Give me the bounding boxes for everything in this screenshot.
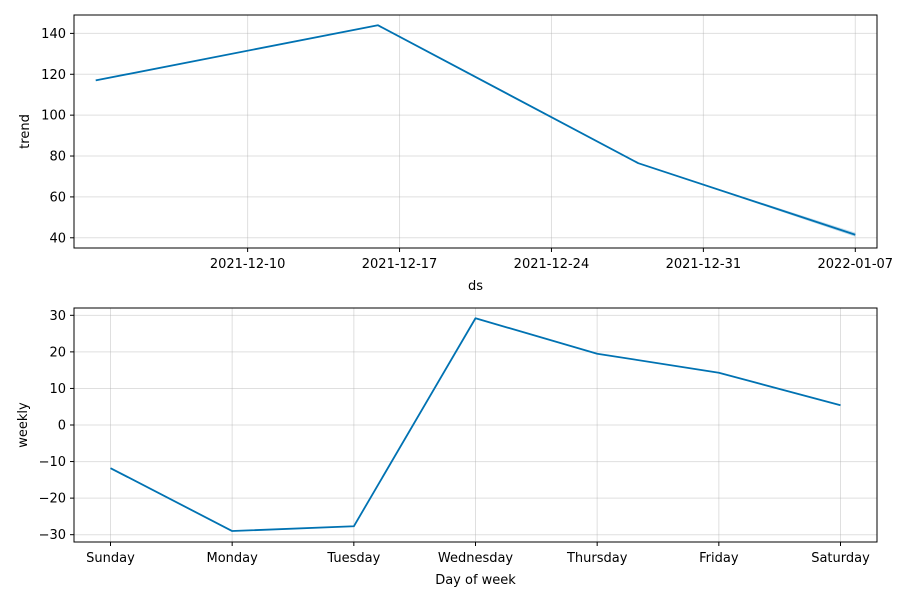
series-line [110, 317, 841, 532]
x-axis-label: ds [468, 279, 483, 294]
y-tick-label: 0 [58, 419, 66, 434]
axes-frame [73, 14, 878, 249]
x-tick-label: Tuesday [326, 551, 380, 566]
y-tick-label: 140 [41, 27, 66, 42]
y-axis-label: trend [18, 114, 33, 149]
x-tick-label: Sunday [86, 551, 135, 566]
y-axis-label: weekly [16, 402, 31, 448]
y-tick-label: 40 [49, 231, 66, 246]
series-line [95, 24, 856, 236]
y-tick-label: −20 [39, 492, 66, 507]
x-tick-label: Wednesday [438, 551, 514, 566]
x-tick-label: 2021-12-17 [362, 257, 438, 272]
y-tick-label: 80 [49, 150, 66, 165]
y-tick-label: −10 [39, 455, 66, 470]
grid [74, 15, 877, 248]
trend-chart: 2021-12-10 2021-12-17 2021-12-24 2021-12-31… [18, 14, 894, 294]
y-tick-label: 120 [41, 68, 66, 83]
x-tick-label: 2021-12-24 [514, 257, 590, 272]
x-tick-label: 2021-12-31 [666, 257, 742, 272]
x-tick-label: Monday [207, 551, 259, 566]
y-tick-label: −30 [39, 528, 66, 543]
x-tick-label: Saturday [811, 551, 870, 566]
y-tick-label: 30 [49, 309, 66, 324]
weekly-chart: Sunday Monday Tuesday Wednesday Thursday Frid… [16, 307, 878, 588]
x-tick-label: Friday [699, 551, 739, 566]
y-tick-label: 60 [49, 190, 66, 205]
y-tick-label: 10 [49, 382, 66, 397]
y-tick-label: 100 [41, 109, 66, 124]
grid [74, 308, 877, 542]
x-tick-label: Thursday [566, 551, 628, 566]
x-tick-label: 2022-01-07 [818, 257, 894, 272]
y-tick-label: 20 [49, 345, 66, 360]
x-tick-label: 2021-12-10 [210, 257, 286, 272]
x-axis-label: Day of week [435, 573, 516, 588]
